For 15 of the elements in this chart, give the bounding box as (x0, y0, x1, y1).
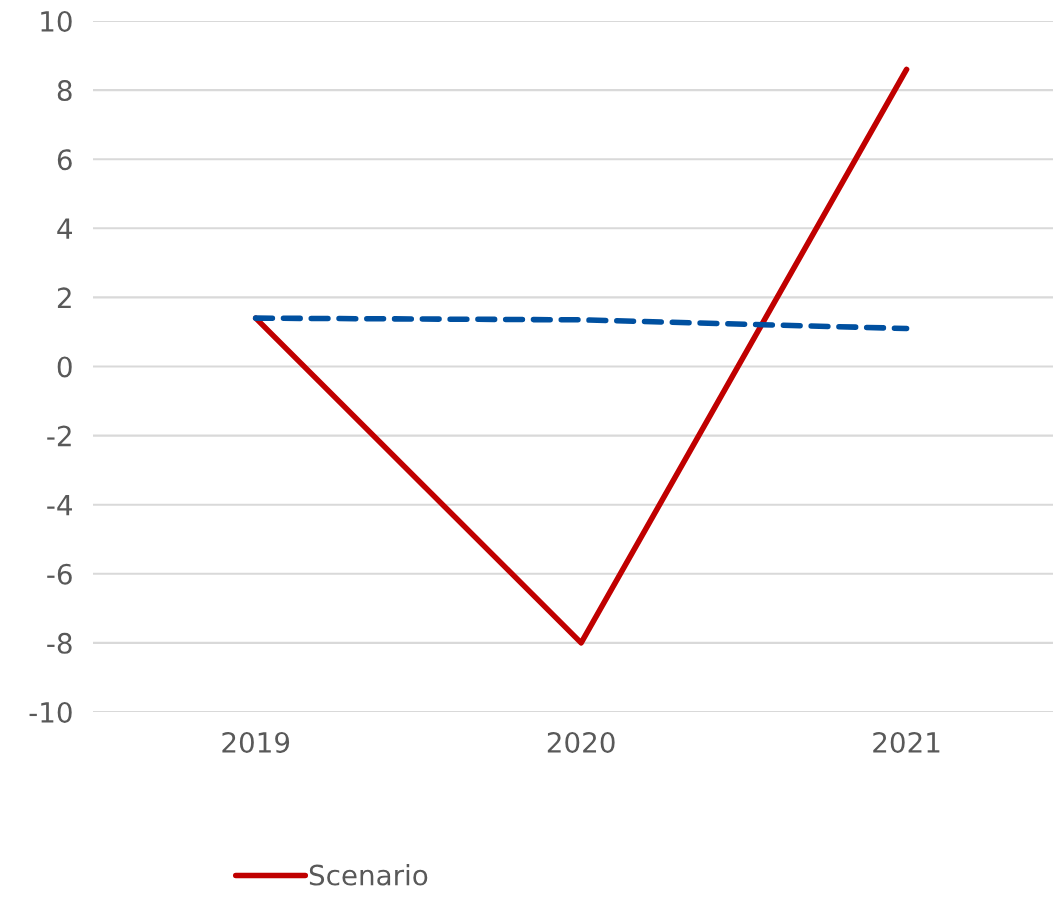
y-tick-label: 8 (57, 80, 72, 102)
legend-label: Scenario (309, 864, 428, 886)
y-tick-label: 6 (57, 149, 72, 171)
x-tick-label: 2019 (222, 731, 290, 753)
y-tick-label: 4 (57, 218, 72, 239)
x-tick-label: 2020 (547, 731, 615, 753)
y-tick-label: -6 (47, 563, 72, 585)
y-tick-label: 0 (57, 356, 72, 378)
y-tick-label: -4 (47, 495, 72, 516)
y-tick-label: -10 (29, 701, 72, 723)
y-tick-label: 2 (57, 287, 71, 308)
y-tick-label: -2 (47, 425, 71, 447)
y-tick-label: 10 (41, 10, 72, 32)
y-tick-label: -8 (47, 632, 72, 654)
x-tick-label: 2021 (873, 731, 940, 753)
